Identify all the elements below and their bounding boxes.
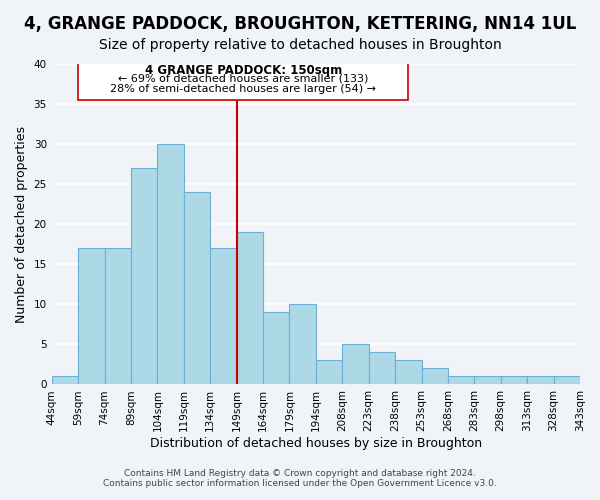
Bar	[342, 344, 368, 385]
Text: Size of property relative to detached houses in Broughton: Size of property relative to detached ho…	[98, 38, 502, 52]
Bar	[184, 192, 210, 384]
Bar	[289, 304, 316, 384]
Bar	[131, 168, 157, 384]
Bar	[527, 376, 554, 384]
Bar	[554, 376, 580, 384]
Bar	[210, 248, 236, 384]
X-axis label: Distribution of detached houses by size in Broughton: Distribution of detached houses by size …	[150, 437, 482, 450]
Bar	[236, 232, 263, 384]
Bar	[104, 248, 131, 384]
Text: 4 GRANGE PADDOCK: 150sqm: 4 GRANGE PADDOCK: 150sqm	[145, 64, 342, 77]
Bar	[475, 376, 501, 384]
Text: Contains HM Land Registry data © Crown copyright and database right 2024.: Contains HM Land Registry data © Crown c…	[124, 468, 476, 477]
Bar	[448, 376, 475, 384]
Bar	[52, 376, 78, 384]
Bar	[316, 360, 342, 384]
Text: Contains public sector information licensed under the Open Government Licence v3: Contains public sector information licen…	[103, 478, 497, 488]
Y-axis label: Number of detached properties: Number of detached properties	[15, 126, 28, 322]
FancyBboxPatch shape	[78, 60, 408, 100]
Bar	[421, 368, 448, 384]
Bar	[501, 376, 527, 384]
Bar	[78, 248, 104, 384]
Text: ← 69% of detached houses are smaller (133): ← 69% of detached houses are smaller (13…	[118, 74, 368, 84]
Text: 28% of semi-detached houses are larger (54) →: 28% of semi-detached houses are larger (…	[110, 84, 376, 94]
Bar	[263, 312, 289, 384]
Text: 4, GRANGE PADDOCK, BROUGHTON, KETTERING, NN14 1UL: 4, GRANGE PADDOCK, BROUGHTON, KETTERING,…	[24, 15, 576, 33]
Bar	[368, 352, 395, 384]
Bar	[157, 144, 184, 384]
Bar	[395, 360, 421, 384]
